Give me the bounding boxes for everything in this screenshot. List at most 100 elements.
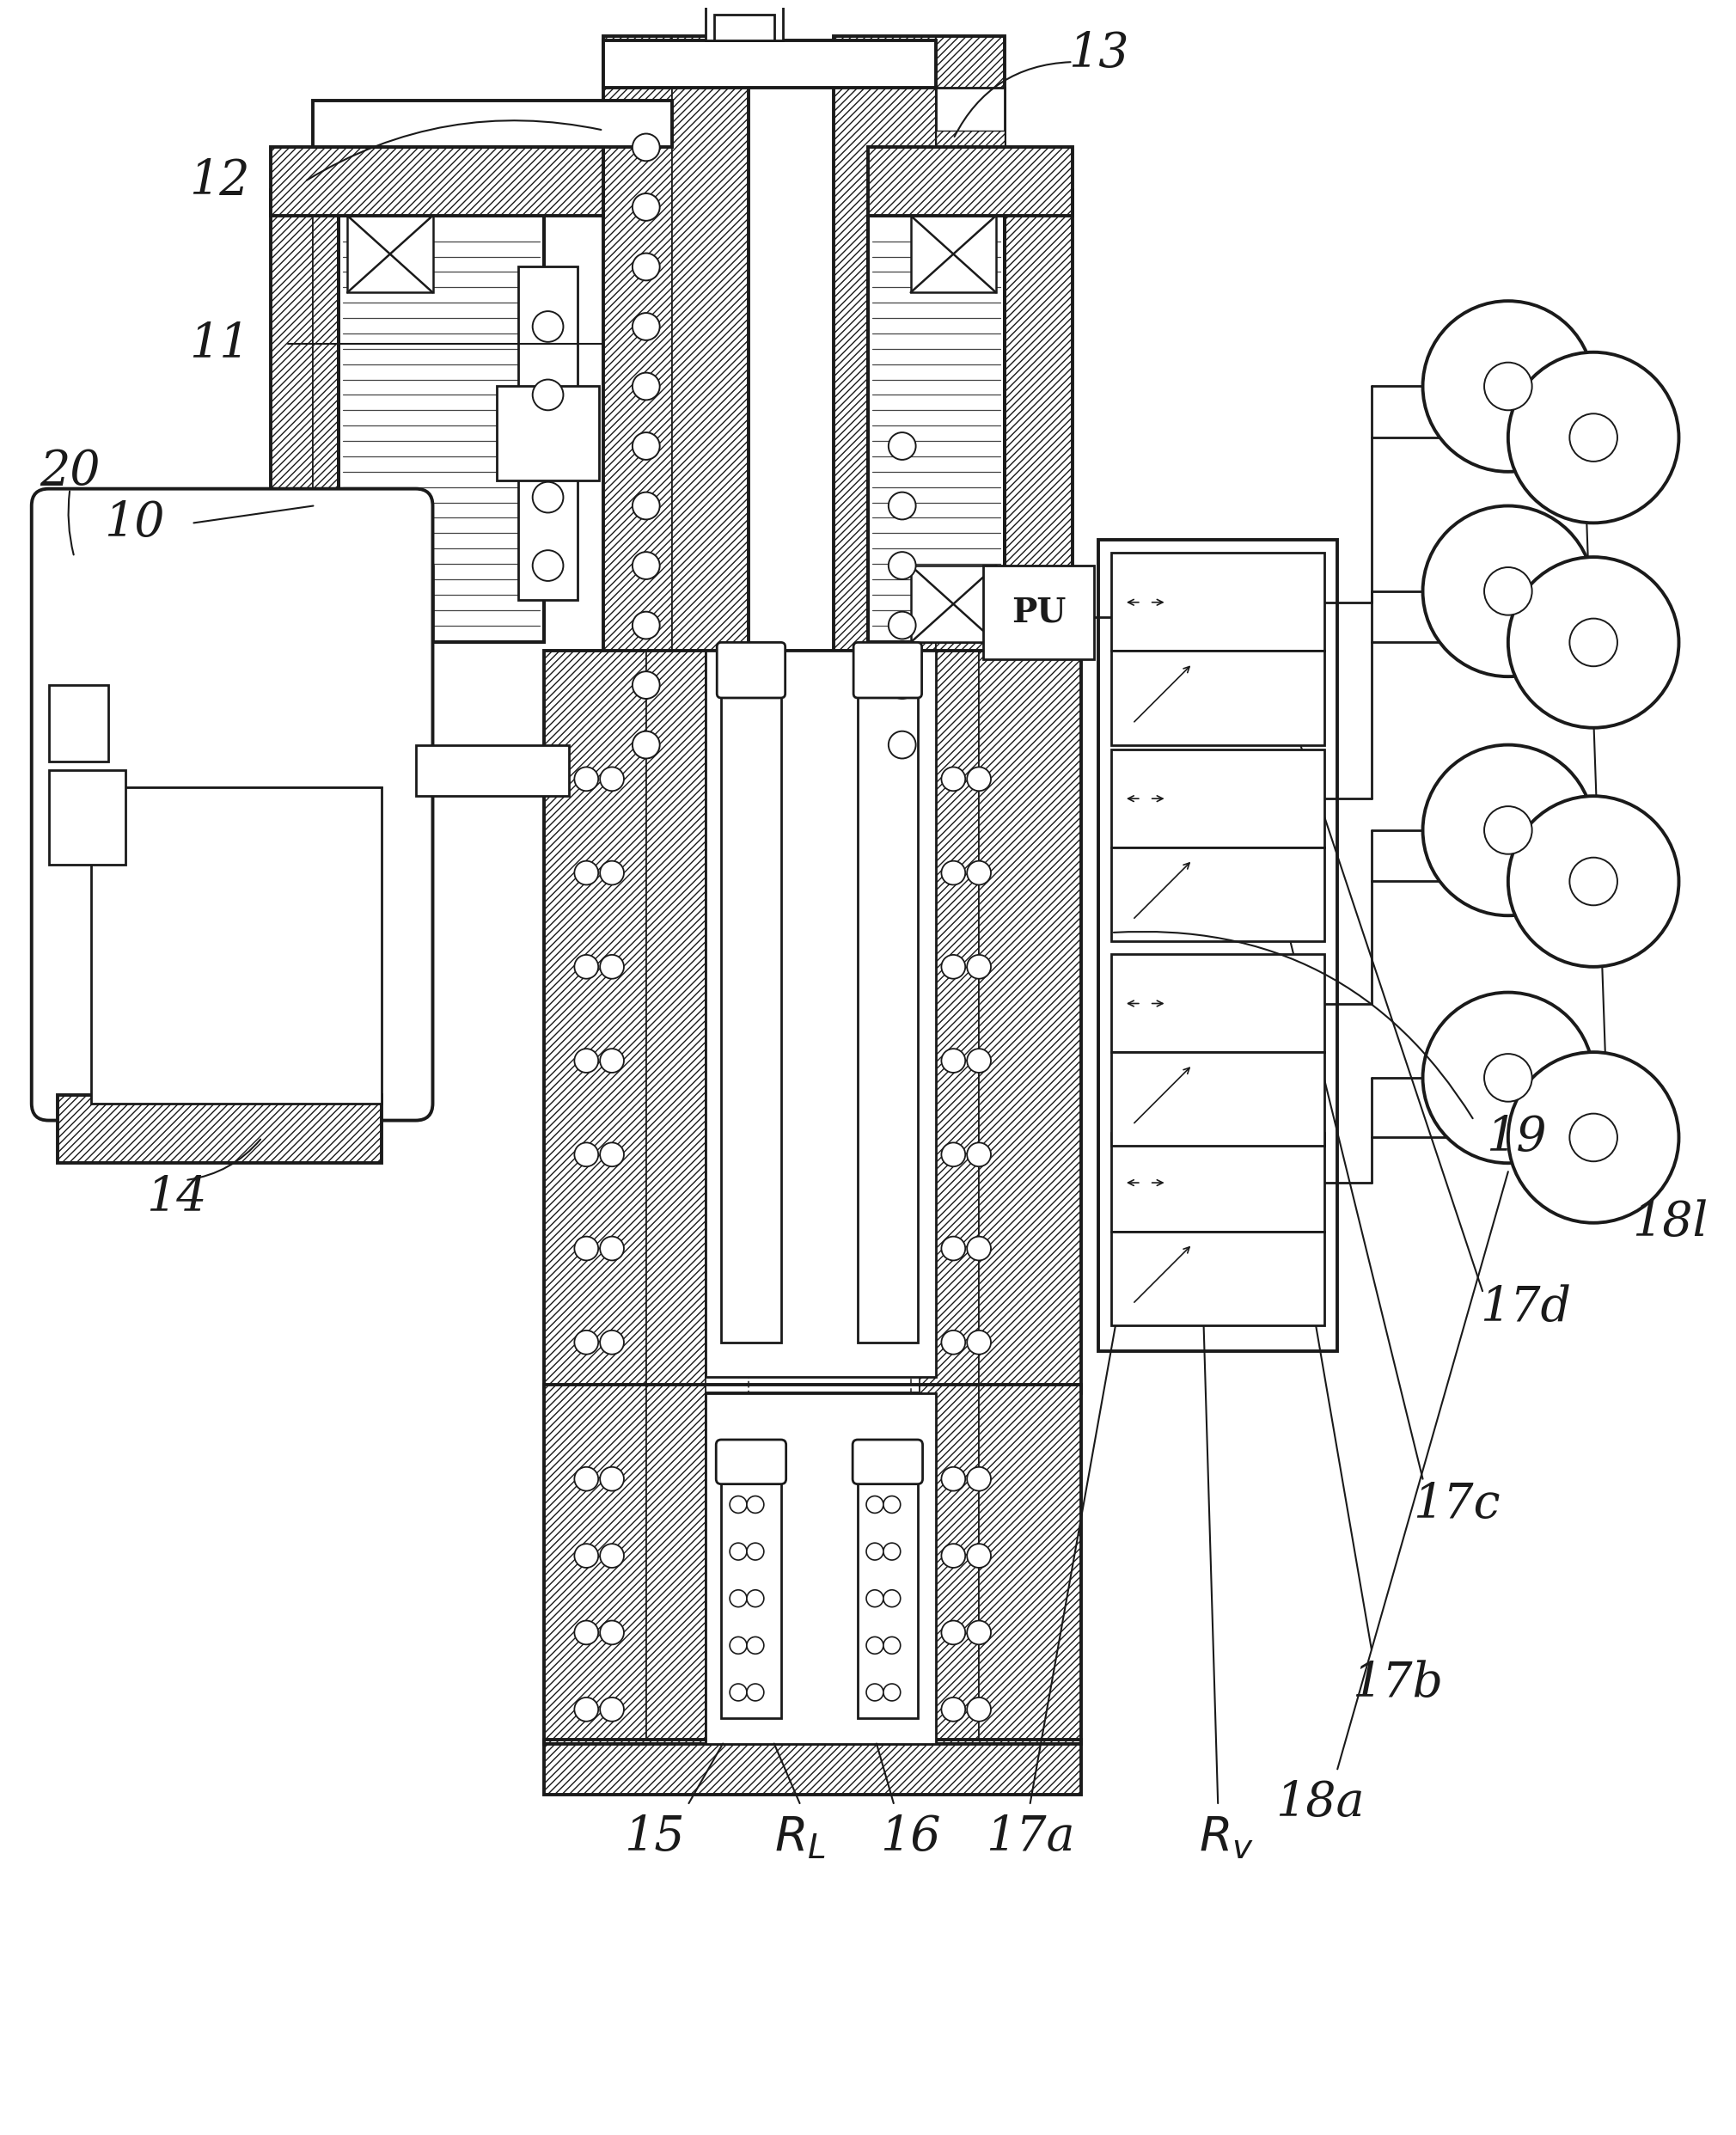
Circle shape [1509,352,1679,523]
Circle shape [967,1620,991,1644]
Bar [604,41,936,88]
Bar [543,1386,646,1744]
Circle shape [746,1685,764,1702]
FancyBboxPatch shape [31,489,432,1121]
Text: 10: 10 [104,500,165,547]
Circle shape [866,1638,884,1655]
Bar [543,651,1082,1394]
Circle shape [575,1236,599,1260]
Bar [92,788,382,1104]
Bar [271,190,339,668]
Circle shape [601,1142,623,1166]
Circle shape [884,1685,901,1702]
Bar [339,216,543,643]
Text: 13: 13 [1068,30,1128,77]
Circle shape [729,1544,746,1561]
Bar [911,216,996,292]
Bar [312,100,672,147]
Bar [833,36,1005,779]
Circle shape [889,553,917,579]
Circle shape [729,1685,746,1702]
Circle shape [575,1142,599,1166]
Circle shape [967,1048,991,1072]
Circle shape [1569,414,1618,461]
FancyBboxPatch shape [715,1439,786,1484]
Bar [868,216,1005,643]
Bar [720,685,781,1343]
Circle shape [889,613,917,638]
Text: 18a: 18a [1276,1781,1364,1828]
Bar [604,36,672,779]
Circle shape [601,1048,623,1072]
Circle shape [746,1638,764,1655]
Circle shape [866,1497,884,1514]
Bar [49,771,125,865]
Circle shape [632,314,660,339]
Circle shape [601,1236,623,1260]
Text: 17b: 17b [1352,1661,1443,1708]
FancyBboxPatch shape [717,643,785,698]
Circle shape [1484,568,1533,615]
Circle shape [1509,1053,1679,1223]
Circle shape [1484,363,1533,410]
Circle shape [632,553,660,579]
Bar [1005,190,1073,668]
Circle shape [632,374,660,399]
Circle shape [967,1544,991,1567]
Bar [415,745,569,796]
Bar [543,1740,1082,1796]
Bar [271,147,604,216]
Text: $R_L$: $R_L$ [774,1815,825,1862]
Circle shape [941,1620,965,1644]
Circle shape [746,1544,764,1561]
Bar [543,1386,1082,1744]
Circle shape [884,1591,901,1608]
Circle shape [967,766,991,790]
Circle shape [1424,301,1594,472]
Circle shape [889,670,917,698]
Bar [57,1095,382,1164]
Circle shape [533,551,562,581]
Circle shape [746,1497,764,1514]
Circle shape [1484,807,1533,854]
Circle shape [632,730,660,758]
Bar [312,207,339,651]
Circle shape [941,1697,965,1721]
Text: 16: 16 [880,1815,941,1862]
Bar [715,15,774,41]
Circle shape [729,1497,746,1514]
Bar [1111,848,1325,942]
Bar [936,130,1005,156]
Circle shape [889,493,917,519]
Bar [543,1740,1082,1796]
Circle shape [1569,1114,1618,1161]
Circle shape [1569,619,1618,666]
Bar [707,1394,936,1454]
Bar [57,1095,382,1164]
Bar [646,651,707,1394]
Bar [983,566,1094,660]
Circle shape [729,1591,746,1608]
Circle shape [941,1544,965,1567]
Bar [496,386,599,480]
Bar [1111,954,1325,1053]
Bar [918,1386,979,1744]
Bar [1111,1232,1325,1326]
Circle shape [941,1236,965,1260]
Bar [1111,651,1325,745]
Circle shape [866,1591,884,1608]
Bar [868,216,1005,643]
Bar [517,267,578,600]
Circle shape [889,730,917,758]
Circle shape [632,135,660,160]
Circle shape [601,1544,623,1567]
Circle shape [533,380,562,410]
Circle shape [1509,796,1679,967]
Circle shape [967,1697,991,1721]
Circle shape [967,860,991,884]
Bar [271,190,312,668]
Circle shape [601,1467,623,1490]
Bar [979,1386,1082,1744]
Bar [1111,553,1325,651]
Text: PU: PU [1012,596,1066,630]
